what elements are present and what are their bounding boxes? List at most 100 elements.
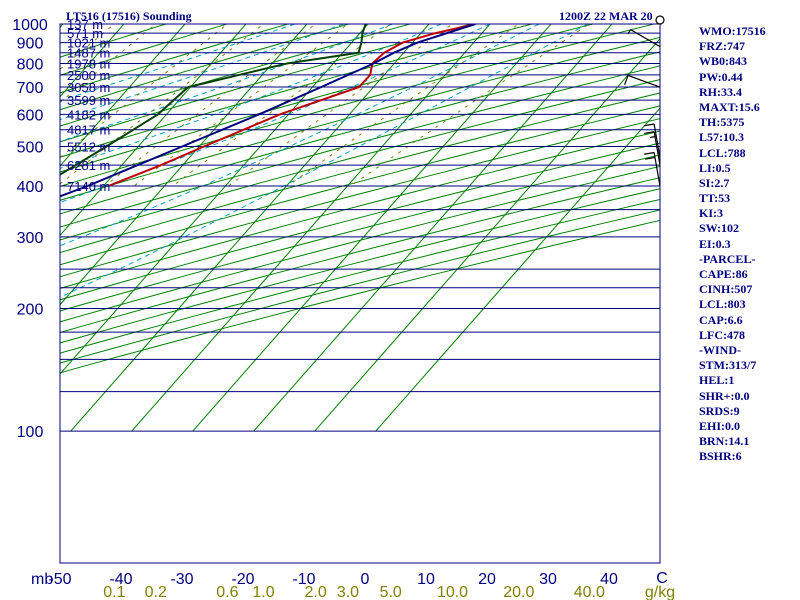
sounding-index: RH:33.4 [699,84,742,99]
chart-time: 1200Z 22 MAR 20 [559,9,653,23]
isotherm [314,38,660,432]
height-label: 571 m [67,26,103,41]
wind-barb-flag [645,156,656,160]
sounding-index: PW:0.44 [699,69,743,84]
sounding-index: HEL:1 [699,373,735,388]
height-label: 7140 m [67,179,110,194]
pressure-tick-label: 700 [17,80,44,97]
sounding-index: LI:0.5 [699,160,731,175]
mixing-ratio-tick-label: 10.0 [437,584,468,600]
temperature-tick-label: 10 [417,571,435,588]
height-label: 1487 m [67,46,110,61]
dry-adiabat [60,154,660,312]
sounding-index: TH:5375 [699,115,745,130]
dry-adiabat [60,130,660,289]
isotherm [60,24,369,375]
temperature-trace [107,24,476,187]
wind-barb-flag [644,131,655,135]
dry-adiabat [60,65,660,228]
temperature-tick-label: 0 [361,571,370,588]
sounding-index: BSHR:6 [699,449,742,464]
dry-adiabat [60,209,660,364]
sounding-index: MAXT:15.6 [699,99,760,114]
wind-barb-staff [627,74,661,88]
height-label: 4817 m [67,123,110,138]
sounding-index: CAP:6.6 [699,312,743,327]
pressure-tick-label: 600 [17,107,44,124]
isotherm [70,24,430,432]
pressure-tick-label: 200 [17,302,44,319]
mixing-ratio-line [104,24,317,187]
dry-adiabat [60,36,660,201]
mixing-ratio-tick-label: 1.0 [252,584,274,600]
isotherm [375,107,660,432]
height-label: 3058 m [67,80,110,95]
dry-adiabat [60,24,595,173]
sounding-index: STM:313/7 [699,358,757,373]
wind-barb-staff [653,131,661,166]
moist-adiabat [60,24,393,142]
mixing-ratio-tick-label: 5.0 [380,584,402,600]
height-label: 3599 m [67,93,110,108]
temperature-axis-label: C [656,570,668,587]
temperature-tick-label: -30 [170,571,193,588]
sounding-index: CINH:507 [699,282,753,297]
pressure-axis-label: mb [31,571,53,588]
dry-adiabat [60,105,660,266]
sounding-index: BRN:14.1 [699,434,750,449]
sounding-index: WMO:17516 [699,24,766,38]
height-label: 6281 m [67,158,110,173]
moist-adiabat [60,24,588,298]
mixing-ratio-tick-label: 3.0 [337,584,359,600]
parcel-trace [60,24,476,198]
height-label: 137 m [67,17,103,32]
sounding-index: EI:0.3 [699,236,731,251]
plot-frame [59,23,661,564]
sounding-index: L57:10.3 [699,130,744,145]
wind-barb [627,29,661,48]
moist-adiabat [60,24,344,121]
sounding-index: LFC:478 [699,327,745,342]
sounding-index: LCL:788 [699,145,746,160]
wind-barb-half-flag [649,136,656,139]
temperature-tick-label: -50 [48,571,71,588]
mixing-ratio-tick-label: 0.2 [145,584,167,600]
sounding-index: -PARCEL- [699,251,756,266]
dry-adiabat [60,198,660,354]
mixing-ratio-line [60,24,157,104]
dewpoint-trace [60,24,367,176]
sounding-index: -WIND- [699,342,741,357]
mixing-ratio-axis-label: g/kg [645,584,675,600]
pressure-tick-label: 300 [17,230,44,247]
isotherm [253,24,613,432]
wind-barb [644,151,661,187]
mixing-ratio-tick-label: 0.6 [216,584,238,600]
dry-adiabat [60,24,473,143]
wind-barb [624,74,661,88]
isotherm [60,24,308,306]
wind-barb-staff [653,152,661,187]
temperature-tick-label: -40 [109,571,132,588]
temperature-tick-label: -10 [292,571,315,588]
dry-adiabat [60,188,660,344]
dry-adiabat [60,92,660,254]
mixing-ratio-line [228,24,454,187]
dry-adiabat [60,24,351,111]
sounding-index: FRZ:747 [699,39,745,54]
chart-title: LT516 (17516) Sounding [66,9,192,23]
wind-barb [655,15,665,25]
dry-adiabat [60,219,660,374]
isotherm [60,24,186,167]
sounding-index: KI:3 [699,206,723,221]
dry-adiabat [60,24,290,94]
isotherm [60,24,125,98]
pressure-tick-label: 500 [17,140,44,157]
mixing-ratio-line [60,24,229,159]
height-label: 1021 m [67,36,110,51]
sounding-index: SHR+:0.0 [699,388,750,403]
mixing-ratio-line [60,24,265,185]
sounding-index: LCL:803 [699,297,746,312]
pressure-tick-label: 400 [17,179,44,196]
pressure-tick-label: 900 [17,36,44,53]
mixing-ratio-tick-label: 0.1 [103,584,125,600]
